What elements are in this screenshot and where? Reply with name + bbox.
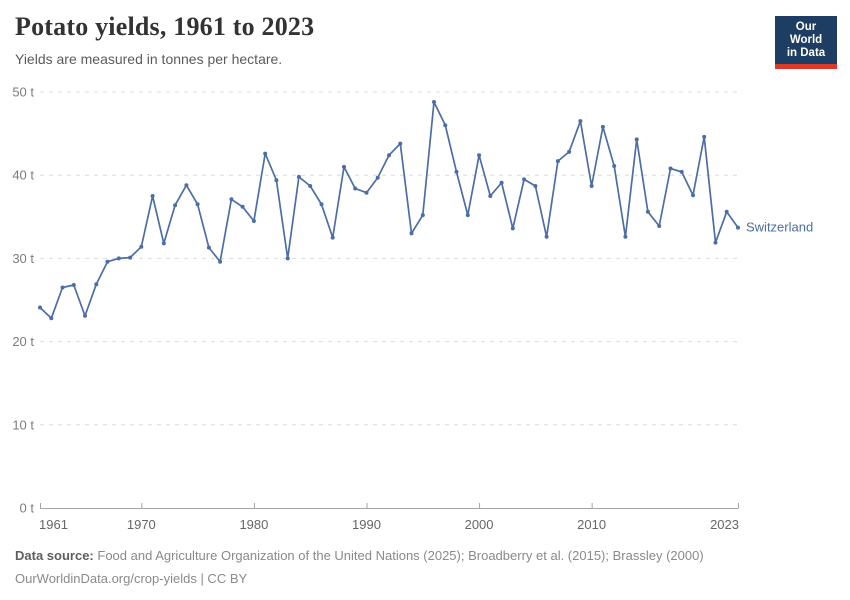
data-point[interactable] xyxy=(679,169,684,174)
data-point[interactable] xyxy=(645,209,650,214)
page-title: Potato yields, 1961 to 2023 xyxy=(15,12,315,41)
data-point[interactable] xyxy=(195,202,200,207)
data-source-text: Food and Agriculture Organization of the… xyxy=(97,548,704,563)
data-point[interactable] xyxy=(657,224,662,228)
x-axis-tick-label: 1970 xyxy=(127,517,156,532)
data-point[interactable] xyxy=(308,184,313,188)
data-point[interactable] xyxy=(49,316,54,321)
data-point[interactable] xyxy=(432,100,436,104)
y-axis-tick-label: 30 t xyxy=(12,251,34,266)
data-point[interactable] xyxy=(161,241,166,246)
data-point[interactable] xyxy=(510,226,515,231)
data-point[interactable] xyxy=(600,124,605,129)
data-point[interactable] xyxy=(128,255,133,260)
data-point[interactable] xyxy=(443,123,448,128)
data-point[interactable] xyxy=(612,164,617,168)
data-point[interactable] xyxy=(60,285,65,290)
data-point[interactable] xyxy=(522,177,527,182)
y-axis-tick-label: 40 t xyxy=(12,168,34,183)
data-point[interactable] xyxy=(691,193,695,198)
data-point[interactable] xyxy=(578,119,583,124)
chart-footer: Data source: Food and Agriculture Organi… xyxy=(15,544,704,590)
x-axis-tick-label: 1990 xyxy=(352,517,381,532)
data-point[interactable] xyxy=(94,282,99,287)
data-point[interactable] xyxy=(477,153,482,158)
data-point[interactable] xyxy=(274,178,279,183)
data-line[interactable] xyxy=(39,101,739,320)
owid-logo[interactable]: Our World in Data xyxy=(775,16,837,69)
data-point[interactable] xyxy=(387,153,391,158)
x-axis-tick-label: 1961 xyxy=(39,517,68,532)
data-point[interactable] xyxy=(634,137,639,142)
x-axis-tick-label: 2010 xyxy=(577,517,606,532)
data-point[interactable] xyxy=(713,240,718,245)
data-source-line: Data source: Food and Agriculture Organi… xyxy=(15,544,704,567)
series-label[interactable]: Switzerland xyxy=(746,220,813,235)
data-point[interactable] xyxy=(342,164,346,169)
data-point[interactable] xyxy=(218,259,223,264)
data-point[interactable] xyxy=(240,204,245,209)
y-axis-tick-label: 0 t xyxy=(20,501,35,516)
data-point[interactable] xyxy=(702,134,707,139)
data-point[interactable] xyxy=(488,194,493,198)
data-point[interactable] xyxy=(83,313,87,318)
x-axis-tick-label: 2000 xyxy=(465,517,494,532)
data-point[interactable] xyxy=(454,169,459,174)
data-point[interactable] xyxy=(736,225,740,230)
data-point[interactable] xyxy=(296,174,301,179)
data-source-label: Data source: xyxy=(15,548,98,563)
data-point[interactable] xyxy=(139,244,144,249)
data-point[interactable] xyxy=(206,245,211,250)
data-point[interactable] xyxy=(173,203,178,208)
x-axis-tick-label: 2023 xyxy=(710,517,739,532)
data-point[interactable] xyxy=(555,159,560,164)
data-point[interactable] xyxy=(364,190,369,195)
data-point[interactable] xyxy=(285,256,290,261)
data-point[interactable] xyxy=(544,234,549,239)
data-point[interactable] xyxy=(623,234,628,239)
chart-header: Potato yields, 1961 to 2023 Yields are m… xyxy=(15,12,314,67)
y-axis-tick-label: 50 t xyxy=(12,85,34,100)
data-point[interactable] xyxy=(420,213,425,218)
data-point[interactable] xyxy=(668,166,673,171)
data-point[interactable] xyxy=(375,175,380,180)
data-point[interactable] xyxy=(398,141,403,146)
data-point[interactable] xyxy=(567,149,572,154)
data-point[interactable] xyxy=(499,180,504,185)
data-point[interactable] xyxy=(533,184,538,188)
y-axis-tick-label: 10 t xyxy=(12,417,34,432)
owid-logo-line2: in Data xyxy=(786,47,826,59)
x-axis-tick-label: 1980 xyxy=(239,517,268,532)
data-point[interactable] xyxy=(409,231,414,236)
data-point[interactable] xyxy=(263,151,268,156)
data-point[interactable] xyxy=(150,194,155,198)
data-point[interactable] xyxy=(330,235,335,240)
data-point[interactable] xyxy=(38,305,42,310)
data-point[interactable] xyxy=(229,197,234,202)
data-point[interactable] xyxy=(589,184,594,188)
data-point[interactable] xyxy=(71,283,76,287)
owid-logo-line1: Our World xyxy=(789,21,823,46)
data-point[interactable] xyxy=(319,202,324,207)
license-line[interactable]: OurWorldinData.org/crop-yields | CC BY xyxy=(15,571,248,586)
y-axis-tick-label: 20 t xyxy=(12,334,34,349)
data-point[interactable] xyxy=(116,256,121,261)
data-point[interactable] xyxy=(251,219,256,223)
data-point[interactable] xyxy=(105,259,110,264)
data-point[interactable] xyxy=(465,213,470,218)
data-point[interactable] xyxy=(184,183,189,188)
data-point[interactable] xyxy=(353,186,358,191)
chart-subtitle: Yields are measured in tonnes per hectar… xyxy=(15,51,283,67)
data-point[interactable] xyxy=(724,209,729,214)
